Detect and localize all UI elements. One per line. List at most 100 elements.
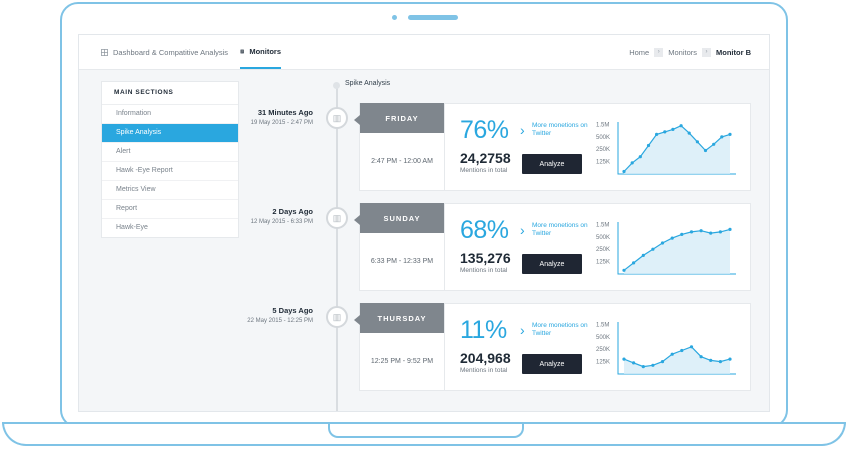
breadcrumb-home[interactable]: Home (629, 47, 650, 57)
mentions-chart: 1.5M 500K 250K 125K (596, 322, 736, 375)
y-tick-label: 500K (596, 335, 610, 341)
calendar-icon: ▥ (332, 112, 342, 123)
data-point (632, 261, 636, 265)
y-tick-label: 500K (596, 135, 610, 141)
y-tick-label: 1.5M (596, 122, 609, 128)
sidebar-item-hawk-eye-report[interactable]: Hawk -Eye Report (102, 162, 238, 181)
breadcrumb-current: Monitor B (716, 47, 751, 57)
day-badge: FRIDAY (354, 103, 444, 133)
breadcrumb-monitors[interactable]: Monitors (668, 47, 697, 57)
card-divider (444, 104, 445, 190)
mentions-count: 204,968 (460, 350, 511, 366)
tab-dashboard-label: Dashboard & Compatitive Analysis (113, 47, 229, 57)
spike-percent: 68% (460, 216, 509, 244)
data-point (703, 148, 708, 153)
y-tick-label: 125K (596, 260, 610, 266)
entry-date: 22 May 2015 - 12:25 PM (247, 318, 313, 324)
series-area (624, 229, 730, 274)
data-point (655, 132, 659, 136)
breadcrumb: Home › Monitors › Monitor B (629, 35, 751, 69)
data-point (670, 236, 674, 240)
data-point (695, 140, 699, 144)
timeline-node: ▥ (326, 207, 348, 229)
chevron-right-icon: › (702, 47, 711, 57)
series-line (623, 228, 731, 271)
y-tick-label: 1.5M (596, 322, 609, 328)
data-point (630, 161, 634, 165)
laptop-notch (328, 424, 524, 438)
mentions-label: Mentions in total (460, 367, 508, 374)
more-mentions-link[interactable]: More monetions on Twitter (532, 122, 588, 137)
data-point (671, 127, 675, 131)
data-point (687, 131, 691, 135)
entry-ago: 5 Days Ago (272, 306, 313, 315)
data-point (720, 135, 724, 139)
data-point (638, 155, 642, 159)
spike-card: SUNDAY 6:33 PM - 12:33 PM 68% › More mon… (354, 203, 751, 291)
top-navigation: Dashboard & Compatitive Analysis Monitor… (79, 35, 769, 70)
series-line (623, 124, 731, 172)
time-range: 2:47 PM - 12:00 AM (371, 158, 433, 165)
data-point (641, 365, 645, 369)
series-area (624, 125, 730, 174)
more-mentions-link[interactable]: More monetions on Twitter (532, 322, 588, 337)
timeline-title: Spike Analysis (345, 80, 391, 87)
sidebar-item-metrics-view[interactable]: Metrics View (102, 181, 238, 200)
timeline-node: ▥ (326, 306, 348, 328)
time-range: 12:25 PM - 9:52 PM (370, 358, 434, 365)
calendar-icon: ▥ (332, 212, 342, 223)
chevron-right-icon: › (654, 47, 664, 57)
calendar-icon: ▥ (332, 311, 342, 322)
sidebar-item-hawk-eye[interactable]: Hawk-Eye (116, 224, 148, 231)
chevron-right-icon[interactable]: › (520, 122, 525, 138)
analyze-button[interactable]: Analyze (522, 154, 582, 174)
time-range: 6:33 PM - 12:33 PM (370, 258, 434, 265)
mentions-count: 24,2758 (460, 150, 511, 166)
card-divider (444, 204, 445, 290)
data-point (728, 227, 732, 231)
analyze-button[interactable]: Analyze (522, 254, 582, 274)
y-tick-label: 500K (596, 235, 610, 241)
y-tick-label: 125K (596, 160, 610, 166)
data-point (718, 230, 722, 234)
document-icon (240, 49, 244, 53)
data-point (728, 357, 732, 361)
card-divider (444, 304, 445, 390)
tab-monitors[interactable]: Monitors (240, 35, 281, 69)
series-line (623, 346, 731, 368)
app-screen: Dashboard & Compatitive Analysis Monitor… (78, 34, 770, 412)
sidebar-item-report[interactable]: Report (102, 200, 238, 219)
data-point (699, 229, 703, 233)
mentions-count: 135,276 (460, 250, 511, 266)
entry-ago: 2 Days Ago (272, 207, 313, 216)
analyze-button[interactable]: Analyze (522, 354, 582, 374)
day-badge: SUNDAY (354, 203, 444, 233)
y-tick-label: 250K (596, 147, 610, 153)
sidebar-item-information[interactable]: Information (102, 105, 238, 124)
sidebar-item-spike-analysis[interactable]: Spike Analysis (102, 124, 238, 143)
data-point (660, 241, 665, 245)
mentions-label: Mentions in total (460, 267, 508, 274)
more-mentions-link[interactable]: More monetions on Twitter (532, 222, 588, 237)
sidebar-item-alert[interactable]: Alert (102, 143, 238, 162)
tab-monitors-label: Monitors (249, 46, 281, 56)
data-point (728, 132, 732, 136)
timeline-node: ▥ (326, 107, 348, 129)
chevron-right-icon[interactable]: › (520, 322, 525, 338)
spike-card: FRIDAY 2:47 PM - 12:00 AM 76% › More mon… (354, 103, 751, 191)
spike-card: THURSDAY 12:25 PM - 9:52 PM 11% › More m… (354, 303, 751, 391)
data-point (660, 360, 665, 364)
day-badge: THURSDAY (354, 303, 444, 333)
tab-dashboard[interactable]: Dashboard & Compatitive Analysis (101, 35, 228, 69)
data-point (622, 169, 626, 174)
data-point (641, 253, 645, 257)
y-tick-label: 250K (596, 347, 610, 353)
series-area (624, 346, 730, 374)
entry-ago: 31 Minutes Ago (257, 108, 313, 117)
data-point (689, 230, 694, 234)
sidebar: MAIN SECTIONS Information Spike Analysis… (101, 81, 239, 238)
sidebar-title: MAIN SECTIONS (102, 82, 238, 105)
chevron-right-icon[interactable]: › (520, 222, 525, 238)
data-point (622, 268, 626, 272)
mentions-label: Mentions in total (460, 167, 508, 174)
